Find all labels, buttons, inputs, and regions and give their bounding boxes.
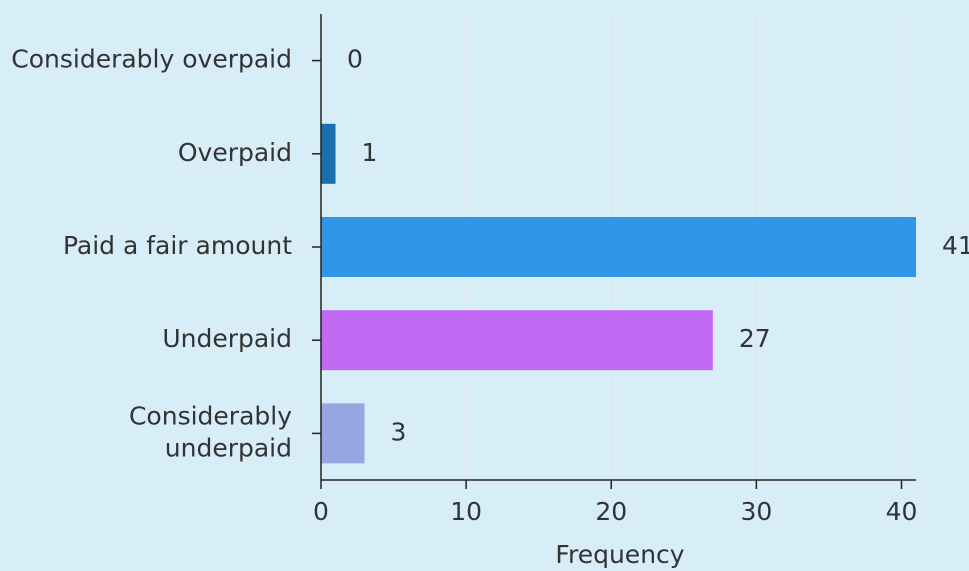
- value-label: 0: [347, 45, 363, 74]
- bar: [321, 123, 336, 184]
- y-tick-label: Considerably underpaid: [129, 401, 292, 462]
- y-tick-label: Overpaid: [178, 138, 292, 167]
- x-tick-label: 40: [886, 497, 918, 526]
- bar: [321, 403, 365, 464]
- x-tick-label: 20: [595, 497, 627, 526]
- x-tick-label: 30: [740, 497, 772, 526]
- bar: [321, 217, 916, 277]
- y-tick-label: Underpaid: [162, 324, 292, 353]
- value-label: 41: [942, 231, 969, 260]
- x-tick-label: 0: [313, 497, 329, 526]
- x-axis-label: Frequency: [555, 540, 684, 569]
- y-tick-label: Considerably overpaid: [11, 45, 292, 74]
- value-label: 3: [391, 417, 407, 446]
- value-label: 1: [362, 138, 378, 167]
- y-tick-label: Paid a fair amount: [63, 231, 292, 260]
- x-tick-label: 10: [450, 497, 482, 526]
- value-label: 27: [739, 324, 771, 353]
- bar: [321, 310, 713, 371]
